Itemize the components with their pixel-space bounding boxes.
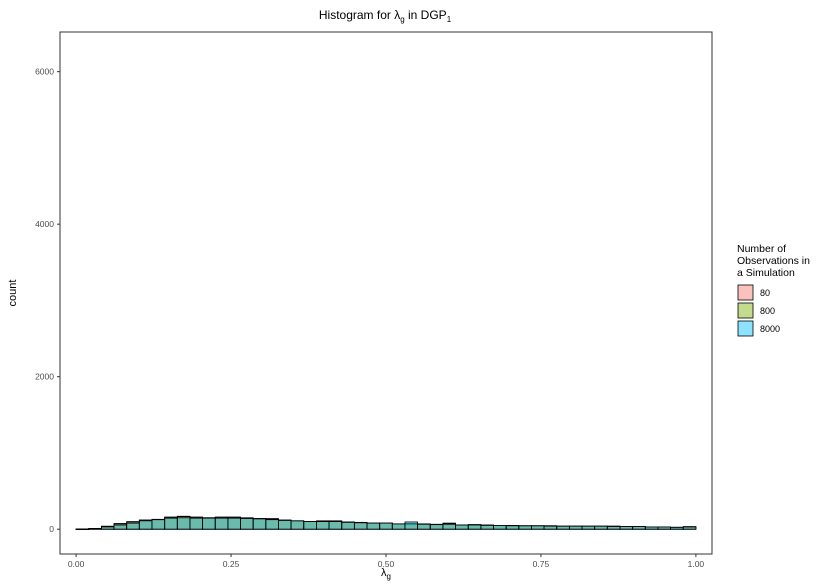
- x-tick-label: 0.00: [68, 559, 85, 569]
- chart-title: Histogram for λg in DGP1: [319, 8, 452, 24]
- bar-series-8000-bin-11: [214, 517, 229, 530]
- bar-series-8000-bin-33: [493, 525, 507, 530]
- bar-series-8000-bin-21: [341, 521, 355, 530]
- y-tick-label: 2000: [35, 372, 54, 382]
- bar-series-8000-bin-20: [328, 521, 343, 530]
- y-axis: 0 2000 4000 6000: [35, 67, 60, 534]
- bar-series-8000-bin-6: [151, 519, 166, 530]
- bar-series-8000-bin-16: [278, 520, 292, 530]
- bar-series-8000-bin-29: [442, 523, 456, 530]
- bar-series-8000-bin-41: [594, 525, 608, 530]
- bar-series-8000-bin-12: [227, 517, 241, 530]
- x-axis: 0.00 0.25 0.50 0.75 1.00: [68, 554, 705, 569]
- bar-series-8000-bin-14: [252, 518, 267, 530]
- bar-series-8000-bin-40: [581, 525, 596, 530]
- bar-series-8000-bin-34: [505, 525, 520, 530]
- legend-label-8000: 8000: [760, 324, 780, 334]
- bar-series-8000-bin-43: [619, 526, 634, 530]
- bar-series-8000-bin-36: [531, 525, 545, 530]
- x-tick-label: 0.50: [378, 559, 395, 569]
- x-tick-label: 0.75: [533, 559, 550, 569]
- bar-series-8000-bin-10: [202, 517, 216, 530]
- bar-series-8000-bin-5: [138, 520, 153, 530]
- bar-series-8000-bin-26: [404, 521, 419, 530]
- bar-series-8000-bin-23: [366, 522, 381, 530]
- bar-series-8000-bin-45: [644, 526, 659, 530]
- bar-series-8000-bin-3: [113, 524, 128, 530]
- bar-series-8000-bin-18: [303, 521, 317, 530]
- bars-layer: [75, 515, 697, 530]
- legend-key-80: [737, 284, 754, 301]
- y-tick-label: 0: [49, 524, 54, 534]
- plot-panel-border: [59, 31, 713, 555]
- bar-series-8000-bin-30: [455, 524, 469, 530]
- bar-series-8000-bin-27: [417, 523, 431, 530]
- legend-key-8000: [737, 320, 754, 337]
- bar-series-8000-bin-0: [75, 528, 90, 530]
- bar-series-8000-bin-44: [632, 526, 646, 530]
- bar-series-8000-bin-2: [101, 526, 115, 530]
- bar-series-8000-bin-15: [265, 519, 279, 530]
- bar-series-8000-bin-28: [429, 524, 444, 530]
- bar-series-8000-bin-48: [682, 526, 697, 530]
- bar-series-8000-bin-7: [164, 517, 178, 530]
- legend-title-line-3: a Simulation: [737, 267, 795, 279]
- bar-series-8000-bin-31: [467, 524, 482, 530]
- bar-series-8000-bin-4: [126, 522, 140, 530]
- bar-series-8000-bin-37: [543, 525, 558, 530]
- bar-series-8000-bin-38: [556, 525, 570, 530]
- bar-series-8000-bin-25: [391, 523, 406, 530]
- bar-series-8000-bin-19: [316, 521, 330, 530]
- bar-series-8000-bin-22: [353, 522, 368, 530]
- bar-series-8000-bin-39: [568, 525, 583, 530]
- x-axis-title: λg: [381, 567, 391, 581]
- x-tick-label: 0.25: [223, 559, 240, 569]
- bar-series-8000-bin-46: [657, 526, 672, 530]
- bar-series-8000-bin-17: [290, 520, 305, 530]
- bar-series-8000-bin-8: [176, 517, 191, 530]
- y-tick-label: 4000: [35, 219, 54, 229]
- legend-title-line-2: Observations in: [737, 255, 810, 267]
- bar-series-8000-bin-35: [518, 525, 532, 530]
- bar-series-8000-bin-13: [240, 518, 254, 530]
- y-tick-label: 6000: [35, 67, 54, 77]
- legend: Number of Observations in a Simulation 8…: [737, 243, 810, 337]
- y-axis-title: count: [7, 280, 19, 307]
- bar-series-8000-bin-42: [606, 526, 621, 530]
- bar-series-8000-bin-1: [88, 528, 102, 530]
- bar-series-8000-bin-32: [480, 525, 494, 530]
- bar-series-8000-bin-47: [670, 526, 684, 530]
- legend-label-800: 800: [760, 306, 775, 316]
- legend-label-80: 80: [760, 288, 770, 298]
- bar-series-8000-bin-24: [379, 522, 393, 530]
- legend-title-line-1: Number of: [737, 243, 786, 255]
- legend-key-800: [737, 302, 754, 319]
- bar-series-8000-bin-9: [189, 517, 204, 530]
- x-tick-label: 1.00: [688, 559, 705, 569]
